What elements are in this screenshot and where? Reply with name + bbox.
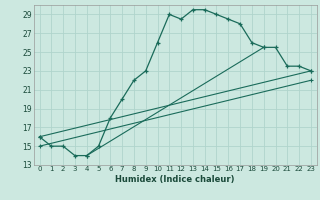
X-axis label: Humidex (Indice chaleur): Humidex (Indice chaleur) bbox=[116, 175, 235, 184]
